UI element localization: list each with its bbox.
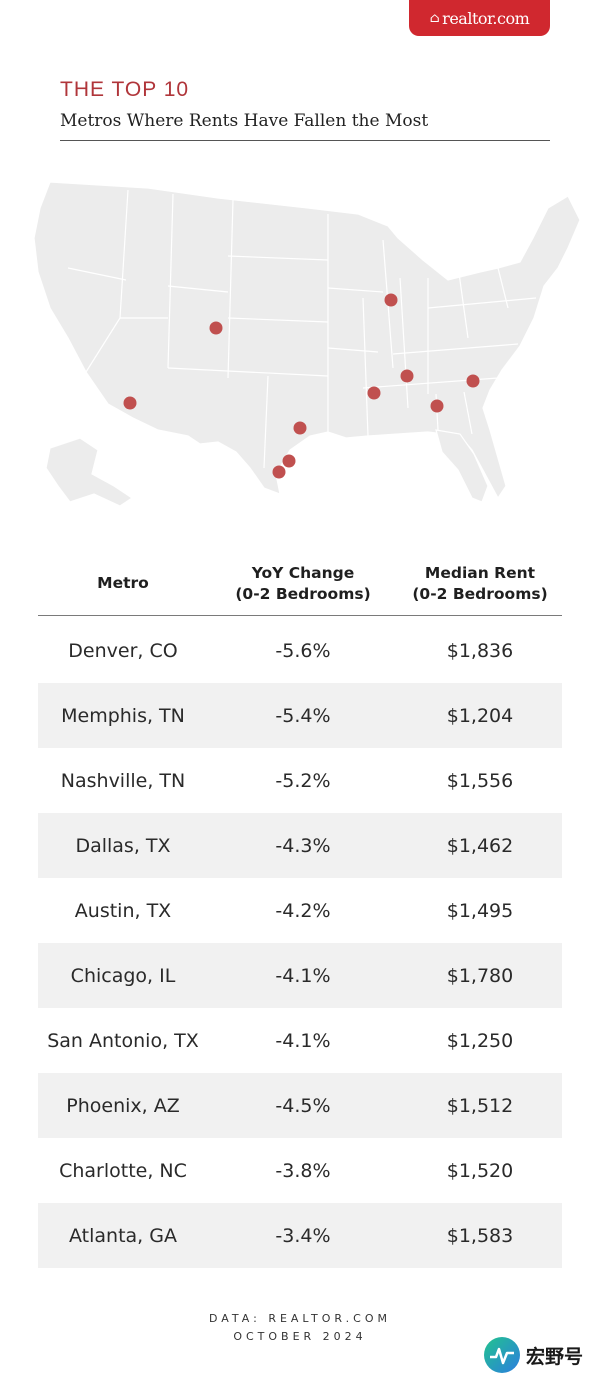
table-header: Metro YoY Change (0-2 Bedrooms) Median R…	[38, 552, 562, 616]
alaska-shape	[45, 437, 134, 507]
florida-shape	[435, 429, 489, 503]
realtor-logo: ⌂ realtor.com	[409, 0, 550, 36]
metro-cell: San Antonio, TX	[47, 1029, 199, 1052]
marker-memphis	[367, 386, 381, 400]
yoy-cell: -5.6%	[275, 639, 331, 662]
rent-cell: $1,780	[446, 964, 514, 987]
metro-cell: Dallas, TX	[75, 834, 171, 857]
rent-cell: $1,495	[446, 899, 514, 922]
yoy-cell: -3.8%	[275, 1159, 331, 1182]
yoy-cell: -5.2%	[275, 769, 331, 792]
map-land	[33, 181, 581, 507]
table-row: Denver, CO -5.6% $1,836	[38, 618, 562, 683]
metro-cell: Austin, TX	[74, 899, 172, 922]
rent-cell: $1,520	[446, 1159, 514, 1182]
rent-cell: $1,512	[446, 1094, 514, 1117]
table-row: Phoenix, AZ -4.5% $1,512	[38, 1073, 562, 1138]
contiguous-us-shape	[33, 181, 581, 500]
rent-cell: $1,556	[446, 769, 514, 792]
rent-cell: $1,204	[446, 704, 514, 727]
house-icon: ⌂	[429, 10, 440, 26]
header-rent: Median Rent (0-2 Bedrooms)	[398, 563, 562, 605]
metro-cell: Atlanta, GA	[69, 1224, 177, 1247]
rent-cell: $1,462	[446, 834, 514, 857]
yoy-cell: -4.1%	[275, 964, 331, 987]
marker-charlotte	[466, 374, 480, 388]
marker-san-antonio	[272, 465, 286, 479]
source-date: OCTOBER 2024	[233, 1330, 367, 1343]
pulse-logo-icon	[484, 1337, 520, 1373]
metro-cell: Denver, CO	[68, 639, 178, 662]
rent-table: Metro YoY Change (0-2 Bedrooms) Median R…	[38, 552, 562, 1268]
table-row: Charlotte, NC -3.8% $1,520	[38, 1138, 562, 1203]
table-row: Dallas, TX -4.3% $1,462	[38, 813, 562, 878]
table-row: San Antonio, TX -4.1% $1,250	[38, 1008, 562, 1073]
yoy-cell: -4.3%	[275, 834, 331, 857]
metro-cell: Charlotte, NC	[59, 1159, 187, 1182]
metro-cell: Nashville, TN	[60, 769, 186, 792]
header-yoy: YoY Change (0-2 Bedrooms)	[208, 563, 398, 605]
marker-nashville	[400, 369, 414, 383]
metro-cell: Memphis, TN	[61, 704, 185, 727]
table-row: Chicago, IL -4.1% $1,780	[38, 943, 562, 1008]
header-rent-line1: Median Rent	[424, 563, 536, 582]
table-row: Atlanta, GA -3.4% $1,583	[38, 1203, 562, 1268]
title-divider	[60, 140, 550, 141]
us-map	[33, 181, 581, 507]
yoy-cell: -4.1%	[275, 1029, 331, 1052]
yoy-cell: -3.4%	[275, 1224, 331, 1247]
table-row: Nashville, TN -5.2% $1,556	[38, 748, 562, 813]
rent-cell: $1,250	[446, 1029, 514, 1052]
marker-dallas	[293, 421, 307, 435]
metro-cell: Chicago, IL	[70, 964, 176, 987]
rent-cell: $1,583	[446, 1224, 514, 1247]
yoy-cell: -5.4%	[275, 704, 331, 727]
source-line: DATA: REALTOR.COM	[208, 1312, 392, 1325]
yoy-cell: -4.2%	[275, 899, 331, 922]
page-title: THE TOP 10	[60, 78, 190, 101]
marker-phoenix	[123, 396, 137, 410]
watermark: 宏野号	[484, 1336, 583, 1374]
page-subtitle: Metros Where Rents Have Fallen the Most	[60, 111, 429, 131]
rent-cell: $1,836	[446, 639, 514, 662]
header-rent-line2: (0-2 Bedrooms)	[412, 584, 548, 603]
yoy-cell: -4.5%	[275, 1094, 331, 1117]
header-yoy-line1: YoY Change	[251, 563, 355, 582]
metro-cell: Phoenix, AZ	[66, 1094, 180, 1117]
marker-chicago	[384, 293, 398, 307]
metro-markers	[123, 293, 480, 479]
header-metro: Metro	[97, 574, 149, 592]
table-row: Memphis, TN -5.4% $1,204	[38, 683, 562, 748]
marker-austin	[282, 454, 296, 468]
marker-denver	[209, 321, 223, 335]
header-yoy-line2: (0-2 Bedrooms)	[235, 584, 371, 603]
watermark-text: 宏野号	[526, 1345, 584, 1368]
table-row: Austin, TX -4.2% $1,495	[38, 878, 562, 943]
logo-text: realtor.com	[442, 8, 530, 28]
marker-atlanta	[430, 399, 444, 413]
